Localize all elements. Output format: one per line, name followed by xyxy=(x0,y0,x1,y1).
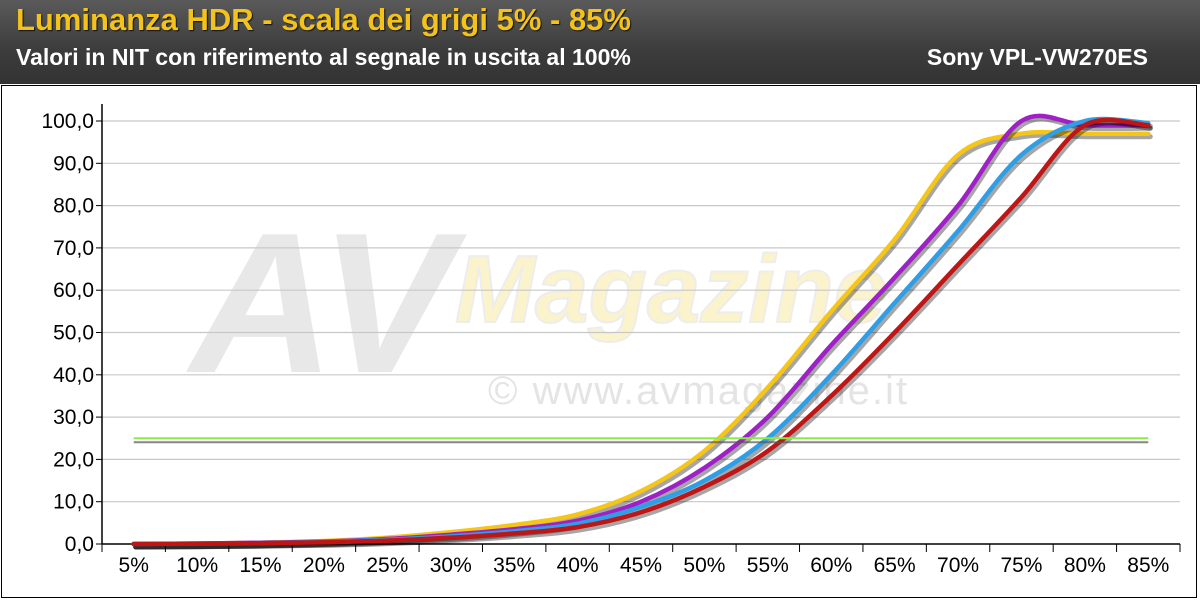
x-tick-label: 40% xyxy=(557,554,599,577)
y-tick-label: 50,0 xyxy=(53,322,94,345)
x-tick-label: 35% xyxy=(493,554,535,577)
x-tick-label: 25% xyxy=(366,554,408,577)
x-tick-label: 45% xyxy=(620,554,662,577)
x-tick-label: 15% xyxy=(240,554,282,577)
x-tick-label: 85% xyxy=(1127,554,1169,577)
y-tick-label: 70,0 xyxy=(53,237,94,260)
projector-model: Sony VPL-VW270ES xyxy=(926,44,1148,70)
series-line xyxy=(131,117,1151,547)
y-tick-label: 20,0 xyxy=(53,448,94,471)
x-tick-label: 60% xyxy=(810,554,852,577)
y-tick-labels: 0,0 10,0 20,0 30,0 40,0 50,0 60,0 70,0 80,0 90,0 1… xyxy=(41,110,102,556)
x-tick-label: 5% xyxy=(119,554,149,577)
chart-header: Luminanza HDR - scala dei grigi 5% - 85%… xyxy=(0,0,1200,84)
y-tick-label: 0,0 xyxy=(65,533,94,556)
x-tick-label: 75% xyxy=(1000,554,1042,577)
x-tick-label: 20% xyxy=(303,554,345,577)
chart-frame xyxy=(1,85,1197,598)
watermark-magazine: Magazine xyxy=(455,236,887,343)
y-tick-label: 100,0 xyxy=(41,110,94,133)
y-tick-label: 40,0 xyxy=(53,364,94,387)
y-tick-label: 60,0 xyxy=(53,279,94,302)
series-lines xyxy=(131,113,1153,550)
x-tick-label: 10% xyxy=(176,554,218,577)
x-tick-label: 50% xyxy=(683,554,725,577)
y-tick-label: 10,0 xyxy=(53,491,94,514)
watermark: AV Magazine © www.avmagazine.it xyxy=(185,192,909,415)
x-tick-label: 70% xyxy=(937,554,979,577)
y-tick-label: 30,0 xyxy=(53,406,94,429)
x-tick-label: 65% xyxy=(874,554,916,577)
x-tick-label: 55% xyxy=(747,554,789,577)
watermark-av: AV xyxy=(185,192,468,415)
chart-title: Luminanza HDR - scala dei grigi 5% - 85% xyxy=(16,2,631,37)
x-tick-labels: 5% 10% 15% 20% 25% 30% 35% 40% 45% 50% 55% 60% 65% 70… xyxy=(101,544,1181,577)
x-tick-label: 30% xyxy=(430,554,472,577)
watermark-url: © www.avmagazine.it xyxy=(488,369,909,413)
y-tick-label: 80,0 xyxy=(53,195,94,218)
x-tick-label: 80% xyxy=(1064,554,1106,577)
grid-lines xyxy=(102,120,1180,503)
chart-subtitle: Valori in NIT con riferimento al segnale… xyxy=(16,44,631,70)
series-shadow xyxy=(133,120,1153,550)
y-tick-label: 90,0 xyxy=(53,152,94,175)
